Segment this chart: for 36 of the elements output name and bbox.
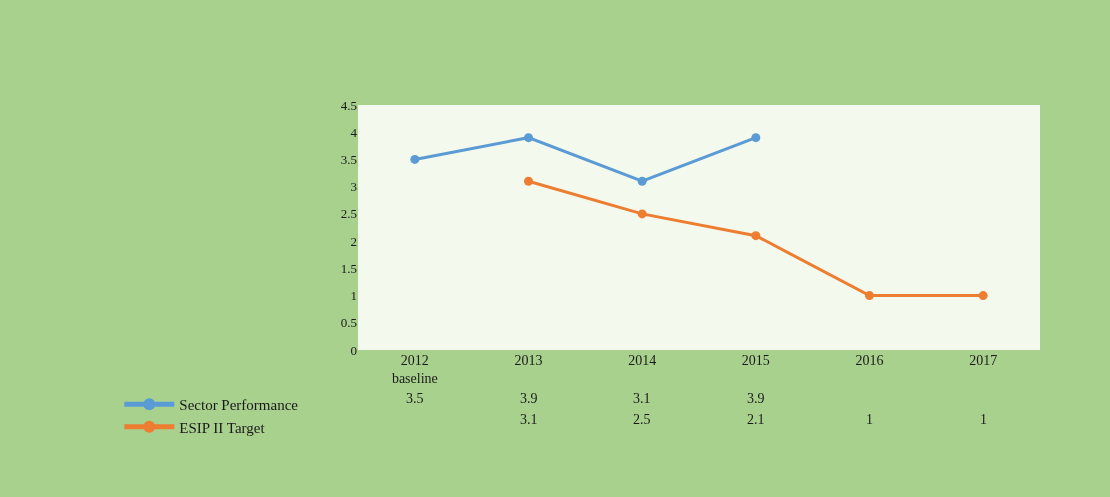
y-tick-label: 3 [350, 179, 357, 195]
data-label: 3.1 [520, 412, 538, 427]
y-tick-label: 4.5 [340, 97, 357, 113]
y-tick-label: 1.5 [340, 260, 357, 276]
data-label: 1 [980, 412, 987, 427]
point [524, 133, 533, 143]
x-tick-label: 2015 [741, 353, 770, 368]
y-tick-label: 0 [350, 342, 357, 358]
y-tick-label: 2.5 [340, 206, 357, 222]
y-tick-label: 0.5 [340, 315, 357, 331]
y-tick-label: 4 [350, 124, 358, 140]
data-label: 2.1 [747, 412, 765, 427]
x-tick-label: 2016 [855, 353, 884, 368]
point [637, 209, 647, 219]
legend-label: ESIP II Target [179, 419, 266, 436]
y-tick-label: 3.5 [340, 151, 357, 167]
data-label: 3.5 [406, 391, 424, 406]
legend-label: Sector Performance [179, 397, 299, 414]
data-label: 3.9 [747, 391, 765, 406]
data-label: 2.5 [633, 412, 651, 427]
point [637, 176, 647, 186]
data-label: 3.1 [633, 391, 651, 406]
data-label: 3.9 [520, 391, 538, 406]
y-tick-label: 1 [350, 288, 357, 304]
point [524, 176, 533, 186]
point [410, 154, 420, 164]
x-tick-label: 2014 [628, 353, 657, 368]
point [978, 291, 988, 301]
x-tick-label: 2013 [514, 353, 543, 368]
data-label: 1 [866, 412, 873, 427]
point [865, 291, 874, 301]
point [751, 133, 761, 143]
point [751, 231, 761, 241]
x-tick-label: 2012 baseline [391, 353, 438, 387]
x-tick-label: 2017 [969, 353, 998, 368]
y-tick-label: 2 [350, 233, 357, 249]
